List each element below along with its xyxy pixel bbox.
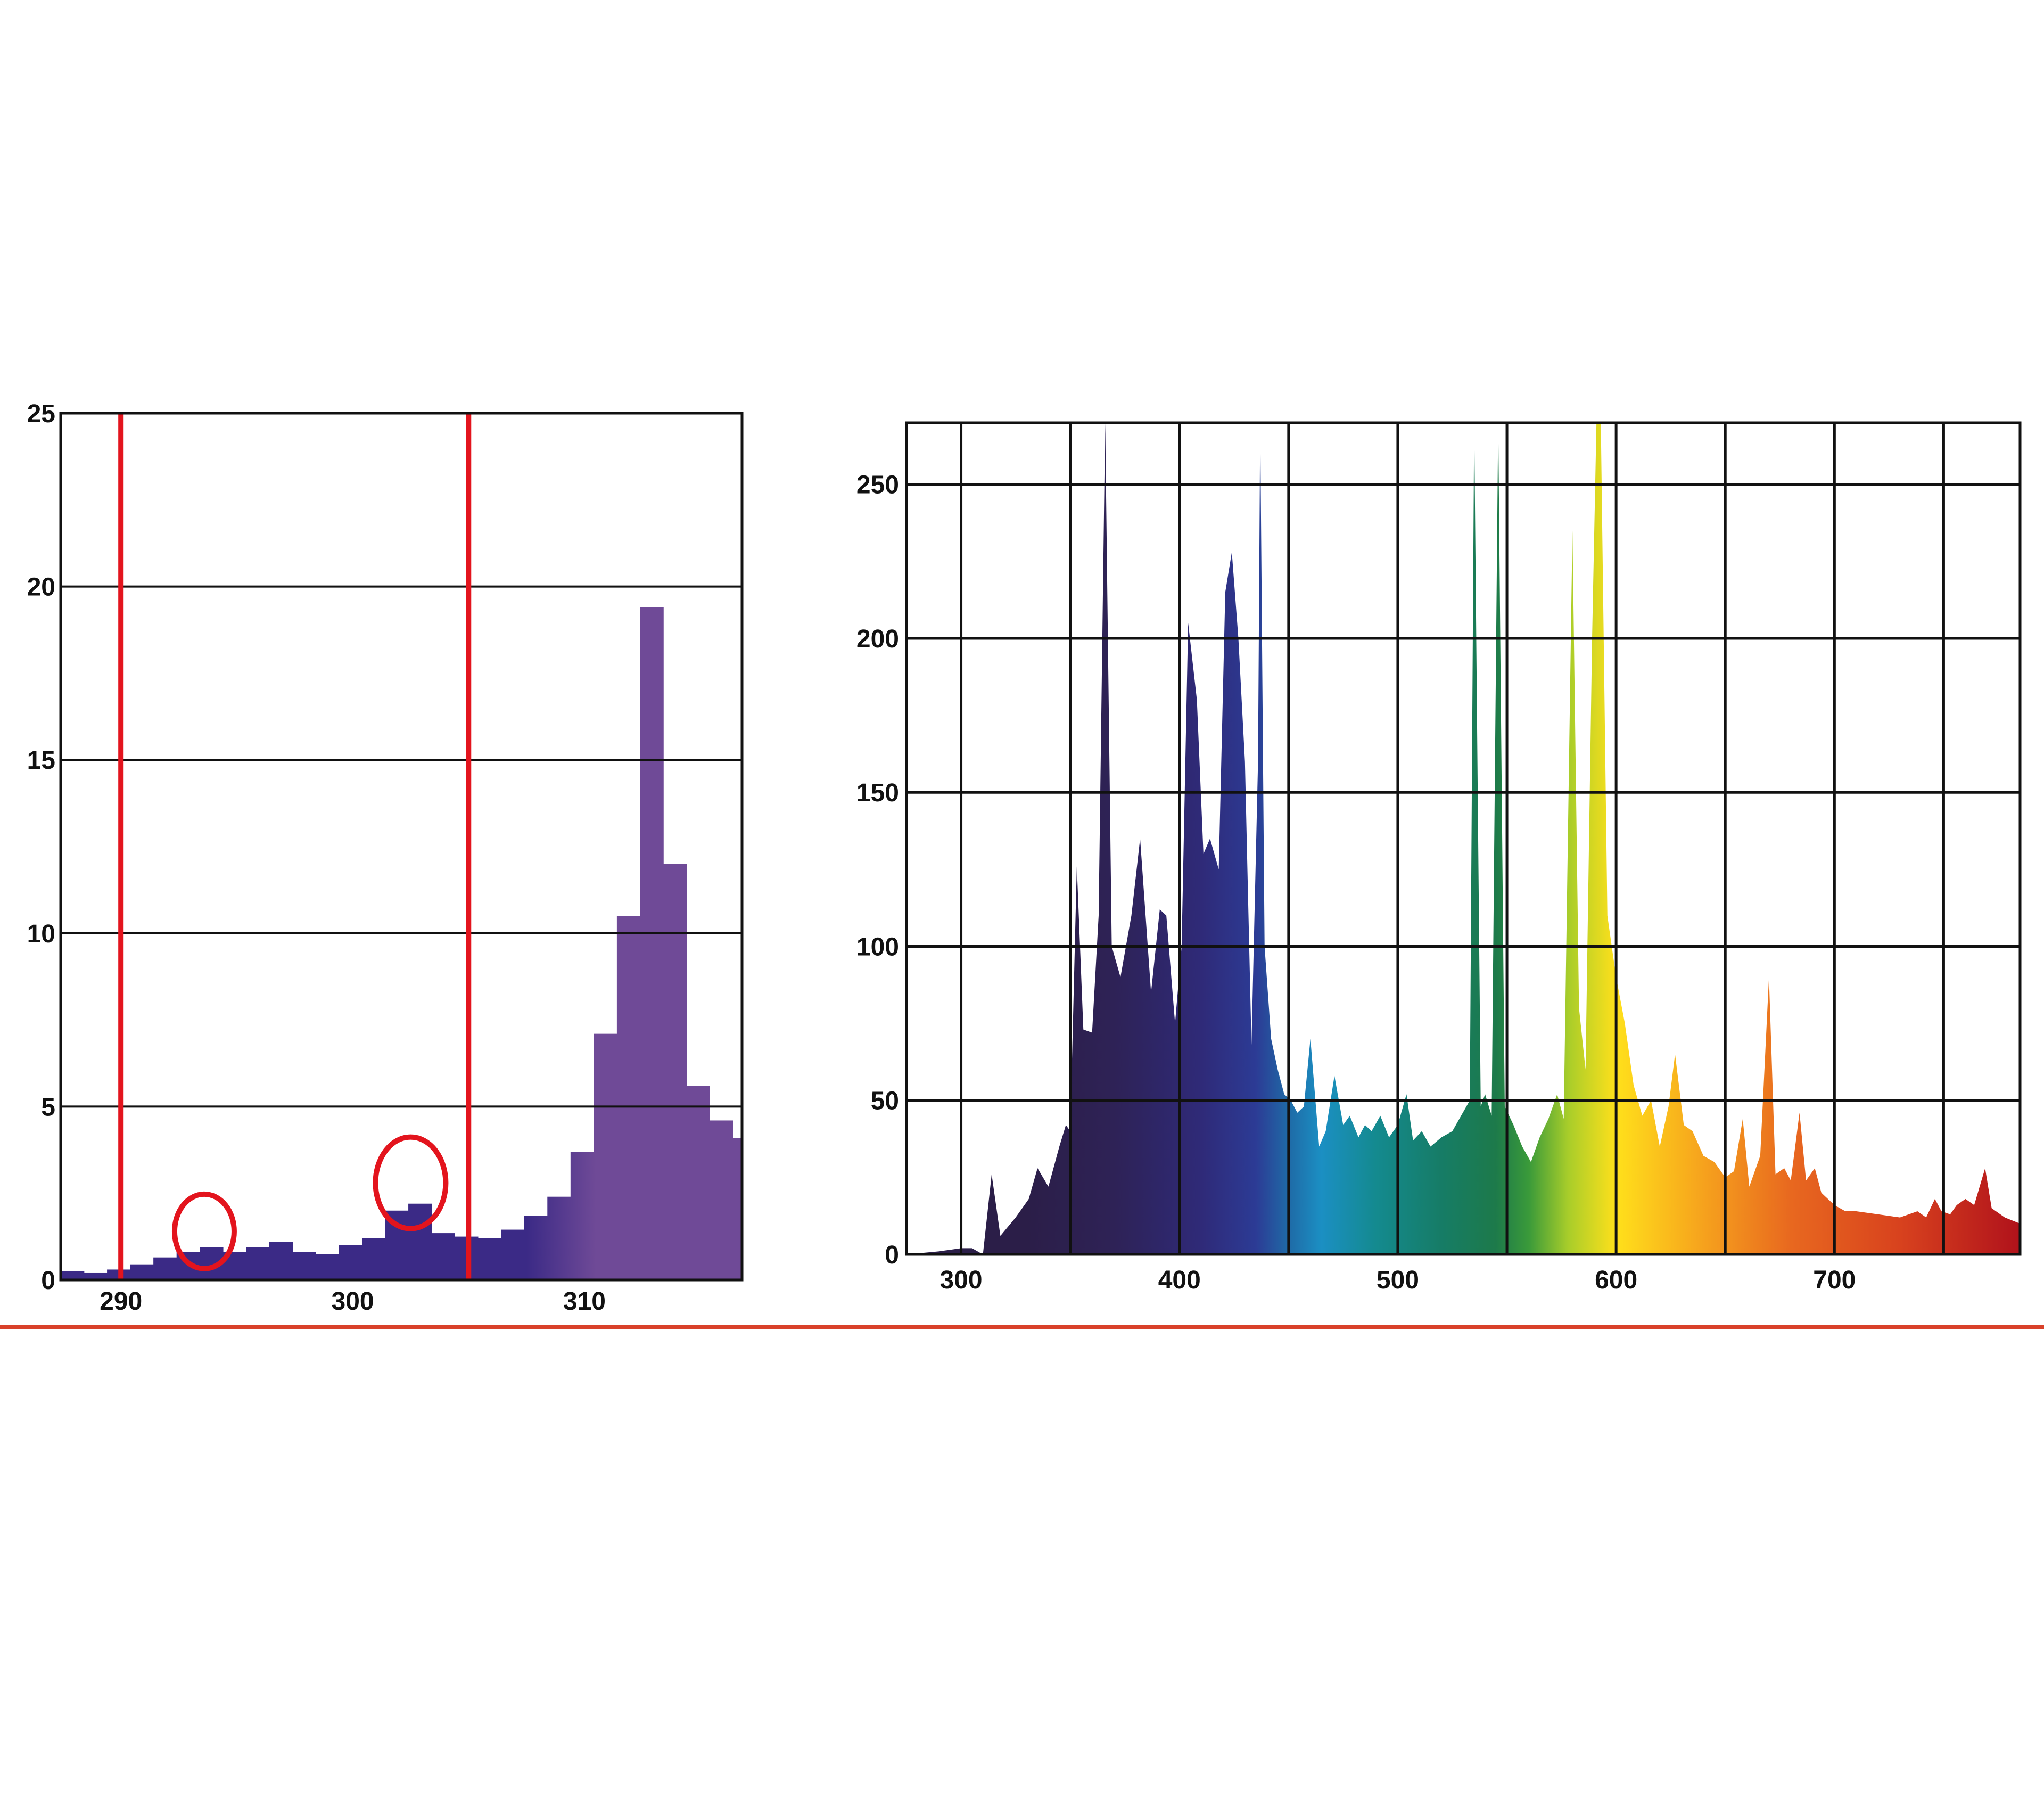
y-tick-label: 0 — [41, 1267, 55, 1295]
histogram-bar — [710, 1120, 733, 1280]
x-tick-label: 310 — [563, 1287, 606, 1316]
right-x-axis: 300 400 500 600 700 — [940, 1266, 1856, 1294]
histogram-bar — [501, 1229, 525, 1280]
x-tick-label: 700 — [1813, 1266, 1856, 1294]
histogram-bar — [292, 1252, 316, 1280]
histogram-bar — [361, 1238, 386, 1280]
left-bars — [61, 607, 742, 1280]
y-tick-label: 50 — [871, 1087, 899, 1115]
histogram-bar — [339, 1245, 362, 1280]
x-tick-label: 290 — [100, 1287, 142, 1316]
histogram-bar — [686, 1086, 710, 1280]
histogram-bar — [594, 1033, 617, 1280]
histogram-bar — [570, 1152, 595, 1280]
right-chart: 0 50 100 150 200 250 300 400 500 600 700 — [856, 421, 2022, 1294]
x-tick-label: 300 — [940, 1266, 983, 1294]
histogram-bar — [732, 1138, 742, 1280]
y-tick-label: 0 — [885, 1241, 899, 1269]
histogram-bar — [84, 1272, 108, 1280]
histogram-bar — [431, 1233, 455, 1280]
x-tick-label: 300 — [332, 1287, 374, 1316]
x-tick-label: 500 — [1377, 1266, 1419, 1294]
histogram-bar — [524, 1216, 548, 1280]
right-gridlines — [906, 423, 2020, 1254]
y-tick-label: 25 — [27, 400, 55, 428]
histogram-bar — [640, 607, 664, 1280]
histogram-bar — [246, 1247, 270, 1280]
y-tick-label: 200 — [856, 625, 899, 653]
histogram-bar — [547, 1196, 571, 1280]
y-tick-label: 100 — [856, 933, 899, 961]
histogram-bar — [477, 1238, 502, 1280]
histogram-bar — [61, 1271, 85, 1280]
y-tick-label: 20 — [27, 573, 55, 602]
spectrum-area — [906, 423, 2020, 1254]
x-tick-label: 400 — [1158, 1266, 1201, 1294]
y-tick-label: 10 — [27, 920, 55, 948]
histogram-bar — [269, 1242, 293, 1280]
histogram-bar — [315, 1254, 340, 1280]
left-chart: 0 5 10 15 20 25 290 300 310 — [27, 400, 744, 1316]
left-markers — [118, 413, 472, 1280]
histogram-bar — [408, 1203, 432, 1280]
histogram-bar — [130, 1264, 154, 1280]
left-y-axis: 0 5 10 15 20 25 — [27, 400, 55, 1295]
left-gridlines — [61, 585, 742, 1108]
histogram-bar — [153, 1257, 177, 1280]
highlight-circle — [171, 1191, 237, 1271]
left-plot-frame — [59, 412, 744, 1282]
y-tick-label: 15 — [27, 746, 55, 775]
y-tick-label: 250 — [856, 471, 899, 499]
y-tick-label: 5 — [41, 1093, 55, 1121]
x-tick-label: 600 — [1595, 1266, 1637, 1294]
right-plot-frame — [905, 421, 2022, 1256]
right-y-axis: 0 50 100 150 200 250 — [856, 471, 899, 1269]
y-tick-label: 150 — [856, 779, 899, 807]
histogram-bar — [616, 916, 641, 1280]
highlight-circle — [373, 1134, 449, 1231]
left-x-axis: 290 300 310 — [100, 1287, 606, 1316]
histogram-bar — [663, 864, 687, 1280]
